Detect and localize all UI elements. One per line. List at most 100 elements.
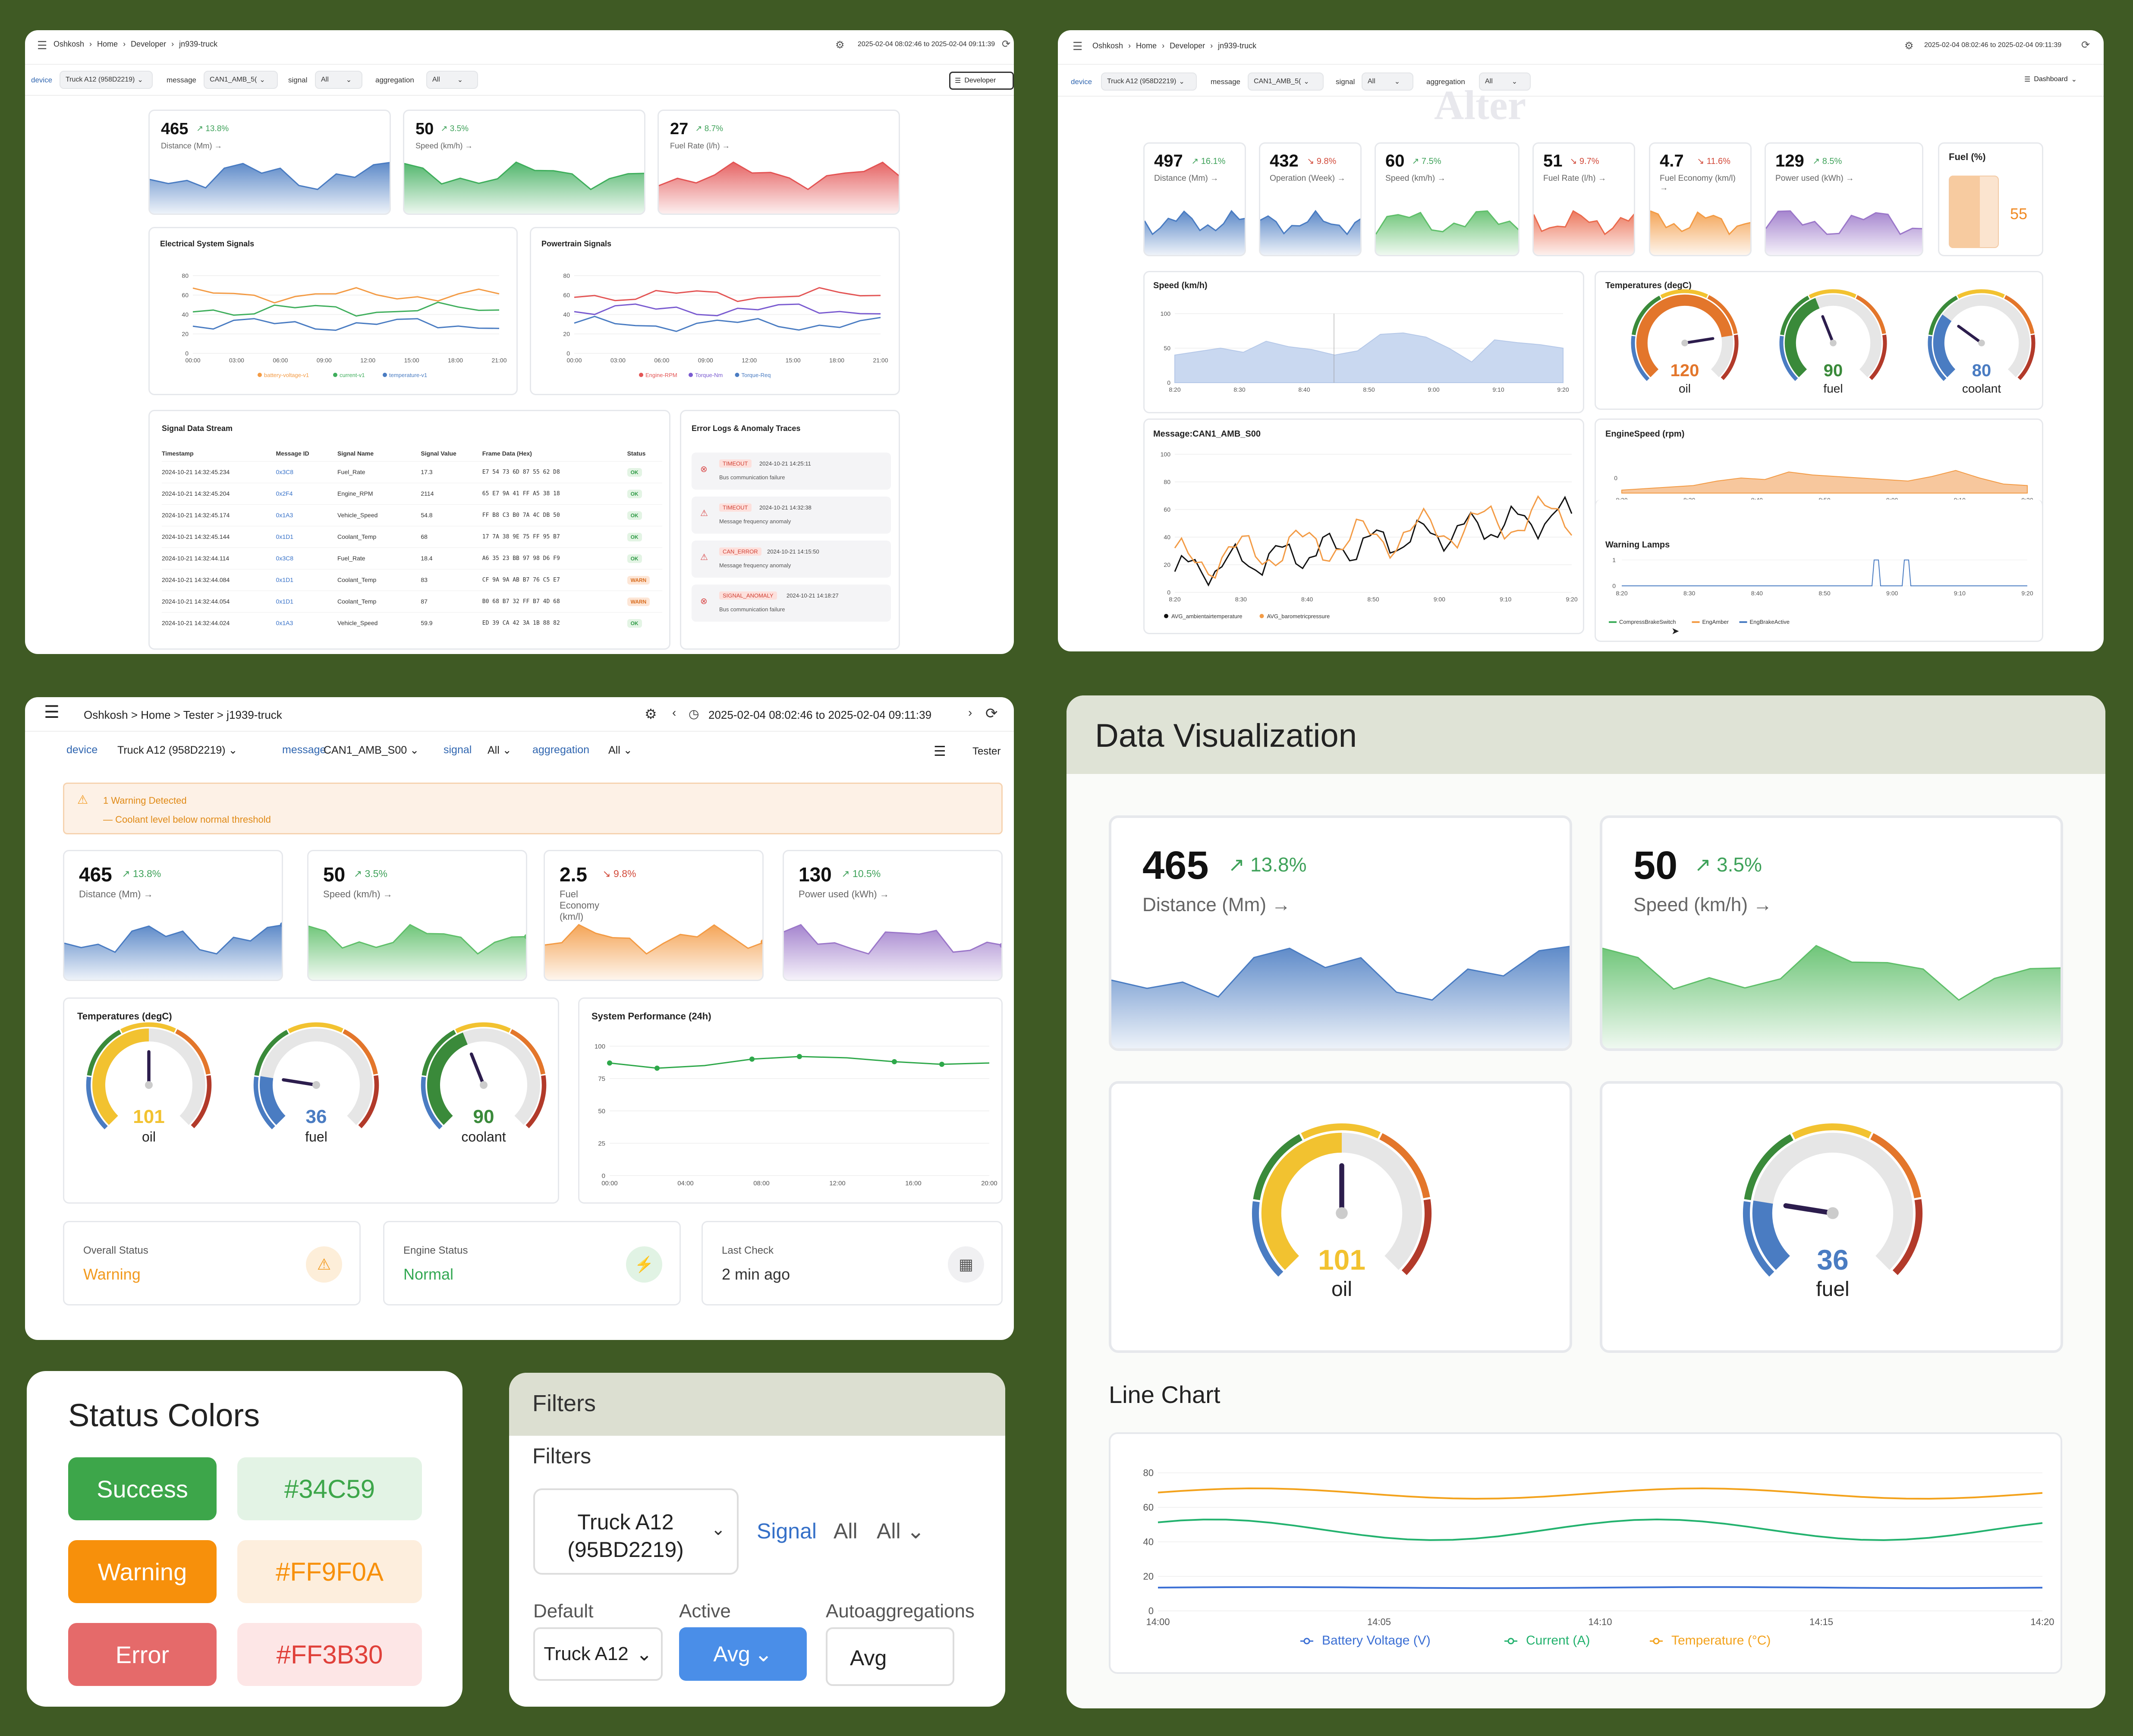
kpi-label[interactable]: Distance (Mm) → bbox=[79, 889, 153, 899]
next-range-icon[interactable]: › bbox=[968, 706, 972, 719]
kpi-label[interactable]: Speed (km/h) → bbox=[1633, 894, 1772, 916]
kpi-label[interactable]: Speed (km/h) → bbox=[1385, 173, 1446, 183]
gear-icon[interactable]: ⚙ bbox=[645, 706, 657, 722]
gauge-band bbox=[1401, 1199, 1432, 1275]
signal-select[interactable]: All ⌄ bbox=[1362, 72, 1413, 91]
autoaggregations-input[interactable]: Avg bbox=[826, 1627, 954, 1686]
kpi-card[interactable]: 27 ↗ 8.7% Fuel Rate (l/h) → bbox=[658, 110, 900, 215]
kpi-label[interactable]: Operation (Week) → bbox=[1270, 173, 1346, 183]
gear-icon[interactable]: ⚙ bbox=[1904, 40, 1914, 52]
gauge-band bbox=[1928, 336, 1947, 381]
date-range[interactable]: 2025-02-04 08:02:46 to 2025-02-04 09:11:… bbox=[858, 41, 995, 48]
sparkline-area bbox=[1145, 211, 1245, 255]
aggregation-select[interactable]: All ⌄ bbox=[1479, 72, 1531, 91]
message-select[interactable]: CAN1_AMB_5(⌄ bbox=[1248, 72, 1324, 91]
kpi-delta: ↗ 3.5% bbox=[354, 868, 387, 880]
refresh-icon[interactable]: ⟳ bbox=[985, 705, 998, 722]
prev-range-icon[interactable]: ‹ bbox=[672, 706, 676, 719]
gauge-label: fuel bbox=[1816, 1278, 1850, 1301]
refresh-icon[interactable]: ⟳ bbox=[2081, 39, 2090, 51]
role-label[interactable]: Tester bbox=[972, 745, 1001, 757]
refresh-icon[interactable]: ⟳ bbox=[1002, 38, 1011, 50]
table-row[interactable]: 2024-10-21 14:32:45.204 0x2F4 Engine_RPM 21… bbox=[162, 483, 662, 504]
table-row[interactable]: 2024-10-21 14:32:44.024 0x1A3 Vehicle_Spee… bbox=[162, 612, 662, 634]
kpi-label[interactable]: Fuel Economy (km/l) bbox=[560, 889, 600, 922]
crumb-home[interactable]: Home bbox=[97, 40, 118, 48]
error-log-item[interactable]: ⊗ SIGNAL_ANOMALY 2024-10-21 14:18:27 Bus co… bbox=[692, 585, 891, 622]
signal-select[interactable]: All ⌄ bbox=[488, 744, 512, 756]
kpi-card[interactable]: 465 ↗ 13.8% Distance (Mm) → bbox=[148, 110, 391, 215]
kpi-label[interactable]: Distance (Mm) → bbox=[1142, 894, 1291, 916]
kpi-label[interactable]: Distance (Mm) → bbox=[1154, 173, 1219, 183]
error-log-item[interactable]: ⊗ TIMEOUT 2024-10-21 14:25:11 Bus communica… bbox=[692, 453, 891, 490]
crumb-developer[interactable]: Developer bbox=[1170, 41, 1205, 50]
kpi-card[interactable]: 497 ↗ 16.1% Distance (Mm) → bbox=[1143, 142, 1246, 256]
message-select[interactable]: CAN1_AMB_5(⌄ bbox=[204, 71, 278, 89]
kpi-label[interactable]: Speed (km/h) → bbox=[415, 141, 473, 151]
crumb-developer[interactable]: Developer bbox=[131, 40, 167, 48]
kpi-card[interactable]: 129 ↗ 8.5% Power used (kWh) → bbox=[1765, 142, 1923, 256]
signal-all-label[interactable]: All bbox=[834, 1519, 858, 1543]
error-log-item[interactable]: ⚠ CAN_ERROR 2024-10-21 14:15:50 Message fre… bbox=[692, 541, 891, 578]
kpi-label[interactable]: Fuel Economy (km/l) → bbox=[1660, 173, 1736, 192]
menu-icon[interactable]: ☰ bbox=[37, 39, 47, 52]
kpi-card[interactable]: 432 ↘ 9.8% Operation (Week) → bbox=[1259, 142, 1362, 256]
kpi-card[interactable]: 4.7 ↘ 11.6% Fuel Economy (km/l) → bbox=[1649, 142, 1752, 256]
date-range[interactable]: 2025-02-04 08:02:46 to 2025-02-04 09:11:… bbox=[1924, 41, 2062, 49]
kpi-card[interactable]: 50 ↗ 3.5% Speed (km/h) → bbox=[403, 110, 645, 215]
device-select[interactable]: Truck A12 (958D2219) ⌄ bbox=[117, 744, 238, 756]
kpi-card[interactable]: 50 ↗ 3.5% Speed (km/h) → bbox=[1600, 815, 2063, 1051]
kpi-card[interactable]: 2.5 ↘ 9.8% Fuel Economy (km/l) bbox=[544, 850, 764, 981]
default-select[interactable]: Truck A12 ⌄ bbox=[533, 1627, 663, 1681]
error-log-item[interactable]: ⚠ TIMEOUT 2024-10-21 14:32:38 Message frequ… bbox=[692, 497, 891, 534]
device-select[interactable]: Truck A12 (95BD2219) ⌄ bbox=[533, 1488, 739, 1575]
table-cell: 2024-10-21 14:32:44.084 bbox=[162, 576, 230, 583]
kpi-label[interactable]: Fuel Rate (l/h) → bbox=[670, 141, 730, 151]
kpi-card[interactable]: 51 ↘ 9.7% Fuel Rate (l/h) → bbox=[1532, 142, 1635, 256]
kpi-label[interactable]: Power used (kWh) → bbox=[1775, 173, 1854, 183]
kpi-label[interactable]: Power used (kWh) → bbox=[799, 889, 889, 899]
signal-select[interactable]: All ⌄ bbox=[877, 1519, 925, 1543]
active-select[interactable]: Avg ⌄ bbox=[679, 1627, 807, 1681]
aggregation-select[interactable]: All ⌄ bbox=[426, 71, 478, 89]
aggregation-select[interactable]: All ⌄ bbox=[608, 744, 632, 756]
kpi-label[interactable]: Speed (km/h) → bbox=[323, 889, 393, 899]
message-line-chart: 100 80 60 40 20 08:20 8:30 8:40 8:50 9:00 9:10 9:20… bbox=[1161, 451, 1578, 620]
crumb-home[interactable]: Home bbox=[1136, 41, 1157, 50]
gauge-fill bbox=[427, 1032, 468, 1125]
role-menu[interactable]: ☰ Dashboard ⌄ bbox=[2024, 75, 2077, 83]
kpi-card[interactable]: 465 ↗ 13.8% Distance (Mm) → bbox=[1109, 815, 1572, 1051]
list-icon[interactable]: ☰ bbox=[934, 743, 946, 759]
table-row[interactable]: 2024-10-21 14:32:44.114 0x3C8 Fuel_Rate 18.… bbox=[162, 547, 662, 569]
device-select[interactable]: Truck A12 (958D2219) ⌄ bbox=[1101, 72, 1197, 91]
date-range[interactable]: 2025-02-04 08:02:46 to 2025-02-04 09:11:… bbox=[708, 708, 932, 721]
signal-label[interactable]: Signal bbox=[757, 1519, 817, 1543]
menu-icon[interactable]: ☰ bbox=[1073, 40, 1083, 53]
crumb-oshkosh[interactable]: Oshkosh bbox=[53, 40, 85, 48]
kpi-value: 497 bbox=[1154, 151, 1183, 170]
table-row[interactable]: 2024-10-21 14:32:45.234 0x3C8 Fuel_Rate 17.… bbox=[162, 461, 662, 483]
kpi-card[interactable]: 50 ↗ 3.5% Speed (km/h) → bbox=[307, 850, 527, 981]
device-select[interactable]: Truck A12 (958D2219) ⌄ bbox=[60, 71, 153, 89]
signal-select[interactable]: All ⌄ bbox=[315, 71, 362, 89]
x-tick-label: 14:15 bbox=[1809, 1616, 1833, 1627]
role-menu[interactable]: ☰ Developer bbox=[949, 72, 1014, 90]
kpi-card[interactable]: 130 ↗ 10.5% Power used (kWh) → bbox=[783, 850, 1003, 981]
kpi-delta-value: 11.6% bbox=[1706, 156, 1730, 166]
kpi-label[interactable]: Fuel Rate (l/h) → bbox=[1543, 173, 1607, 183]
series-point bbox=[939, 1062, 944, 1067]
kpi-card[interactable]: 60 ↗ 7.5% Speed (km/h) → bbox=[1375, 142, 1520, 256]
kpi-card[interactable]: 465 ↗ 13.8% Distance (Mm) → bbox=[63, 850, 283, 981]
gear-icon[interactable]: ⚙ bbox=[835, 39, 845, 51]
kpi-label[interactable]: Distance (Mm) → bbox=[161, 141, 222, 151]
gauge-band bbox=[1707, 295, 1738, 334]
gauge-band bbox=[1743, 1201, 1774, 1277]
table-row[interactable]: 2024-10-21 14:32:44.084 0x1D1 Coolant_Temp… bbox=[162, 569, 662, 591]
menu-icon[interactable]: ☰ bbox=[44, 703, 60, 722]
table-row[interactable]: 2024-10-21 14:32:45.144 0x1D1 Coolant_Temp… bbox=[162, 526, 662, 547]
fuel-value: 55 bbox=[2010, 205, 2028, 223]
crumb-oshkosh[interactable]: Oshkosh bbox=[1092, 41, 1123, 50]
table-row[interactable]: 2024-10-21 14:32:44.054 0x1D1 Coolant_Temp… bbox=[162, 591, 662, 612]
message-select[interactable]: CAN1_AMB_S00 ⌄ bbox=[324, 744, 419, 756]
table-row[interactable]: 2024-10-21 14:32:45.174 0x1A3 Vehicle_Spee… bbox=[162, 504, 662, 526]
